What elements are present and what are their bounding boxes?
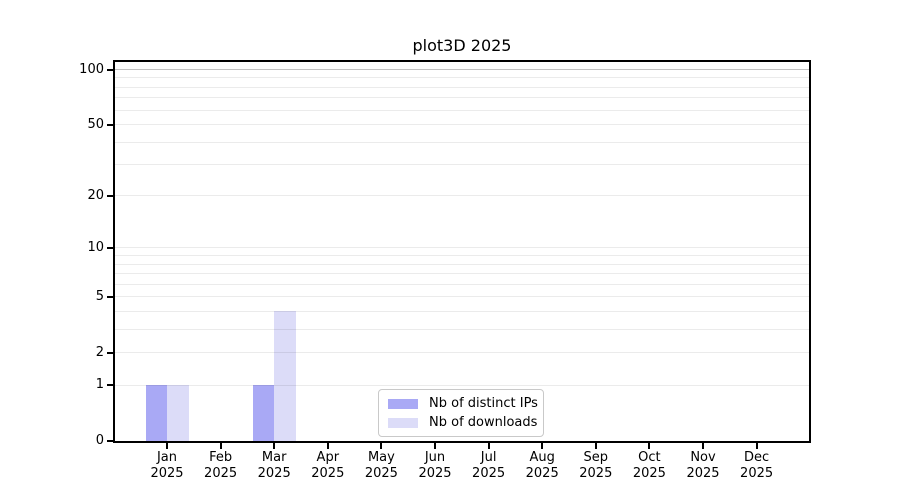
x-tick: [755, 443, 758, 449]
y-tick-label: 10: [87, 239, 104, 255]
x-tick-label: Jun 2025: [418, 450, 452, 481]
x-tick: [648, 443, 651, 449]
y-tick-label: 50: [87, 116, 104, 132]
gridline: [115, 283, 809, 285]
x-tick: [434, 443, 436, 449]
plot-area: [107, 60, 811, 449]
bar-distinct-ips: [145, 385, 167, 441]
y-tick: [107, 351, 113, 354]
legend: Nb of distinct IPs Nb of downloads: [378, 389, 544, 437]
x-axis: [113, 441, 811, 443]
y-tick: [107, 384, 113, 387]
top-spine: [113, 60, 811, 62]
y-tick: [107, 246, 113, 249]
x-tick-label: May 2025: [364, 450, 398, 481]
x-tick: [541, 443, 544, 449]
bar-downloads: [274, 311, 296, 441]
y-tick: [107, 123, 113, 126]
bar-downloads: [167, 385, 189, 441]
gridline: [115, 273, 809, 275]
x-tick-label: Feb 2025: [204, 450, 238, 481]
gridline: [115, 77, 809, 79]
right-spine: [809, 60, 811, 443]
x-tick-label: Oct 2025: [632, 450, 666, 481]
y-tick-label: 100: [79, 61, 104, 77]
legend-swatch-distinct-ips: [388, 398, 418, 409]
gridline: [115, 296, 809, 298]
legend-item: Nb of distinct IPs: [379, 394, 543, 413]
y-tick: [107, 295, 113, 298]
x-tick: [219, 443, 222, 449]
gridline: [115, 97, 809, 99]
x-tick: [166, 443, 168, 449]
y-tick-label: 0: [95, 433, 104, 448]
y-tick-label: 5: [95, 288, 104, 304]
gridline: [115, 164, 809, 166]
y-tick: [107, 194, 113, 197]
y-tick-label: 1: [95, 377, 104, 393]
x-tick: [702, 443, 704, 449]
y-tick-label: 2: [95, 344, 104, 360]
legend-item: Nb of downloads: [379, 413, 543, 432]
y-tick-label: 20: [87, 187, 104, 203]
gridline: [115, 384, 809, 386]
bar-distinct-ips: [252, 385, 275, 441]
x-tick: [380, 443, 383, 449]
x-tick-label: Jul 2025: [472, 450, 506, 481]
x-tick: [273, 443, 276, 449]
gridline: [115, 328, 809, 330]
y-tick: [107, 68, 113, 71]
gridline: [115, 247, 809, 249]
legend-label: Nb of distinct IPs: [429, 396, 538, 411]
y-axis: [113, 60, 115, 443]
x-tick-label: Nov 2025: [686, 450, 720, 481]
x-tick-label: Aug 2025: [525, 450, 559, 481]
x-tick: [594, 443, 597, 449]
x-tick-label: Dec 2025: [740, 450, 774, 481]
gridline: [115, 124, 809, 126]
gridline: [115, 263, 809, 265]
gridline: [115, 195, 809, 197]
y-tick: [107, 440, 113, 442]
gridline: [115, 86, 809, 88]
gridline: [115, 141, 809, 143]
x-tick-label: Apr 2025: [311, 450, 345, 481]
x-tick-label: Mar 2025: [257, 450, 291, 481]
legend-label: Nb of downloads: [429, 415, 538, 430]
gridline: [115, 310, 809, 312]
x-tick: [326, 443, 329, 449]
gridline: [115, 352, 809, 354]
gridline: [115, 255, 809, 257]
gridline: [115, 69, 809, 71]
x-tick: [487, 443, 490, 449]
x-tick-label: Sep 2025: [579, 450, 613, 481]
gridline: [115, 109, 809, 111]
chart-title: plot3D 2025: [412, 36, 512, 55]
x-tick-label: Jan 2025: [150, 450, 184, 481]
legend-swatch-downloads: [388, 417, 418, 428]
